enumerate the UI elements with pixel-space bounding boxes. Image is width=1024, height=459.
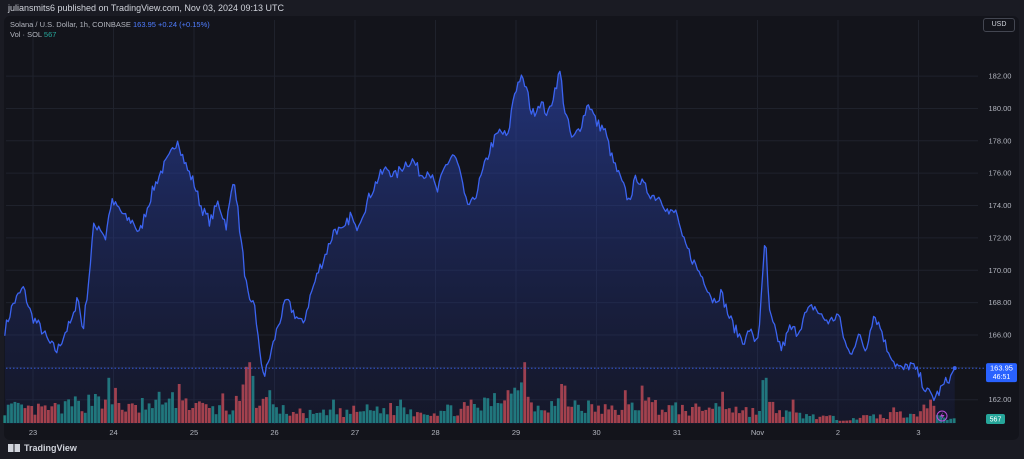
volume-row: Vol · SOL 567 bbox=[10, 30, 210, 40]
time-tick-label: 31 bbox=[673, 428, 681, 437]
time-tick-label: 24 bbox=[109, 428, 117, 437]
price-tick-label: 172.00 bbox=[989, 233, 1012, 242]
volume-value: 567 bbox=[43, 30, 57, 39]
price-tick-label: 168.00 bbox=[989, 298, 1012, 307]
last-price-badge bbox=[986, 363, 1017, 383]
time-tick-label: 29 bbox=[512, 428, 520, 437]
time-tick-label: 30 bbox=[592, 428, 600, 437]
chart-legend[interactable]: Solana / U.S. Dollar, 1h, COINBASE 163.9… bbox=[10, 20, 210, 40]
volume-label: Vol · SOL bbox=[10, 30, 42, 39]
symbol-label: Solana / U.S. Dollar, 1h, COINBASE bbox=[10, 20, 131, 29]
price-area bbox=[4, 70, 956, 425]
volume-last-label: 567 bbox=[990, 417, 1002, 424]
price-tick-label: 162.00 bbox=[989, 395, 1012, 404]
tradingview-logo[interactable]: TradingView bbox=[8, 443, 77, 453]
time-tick-label: Nov bbox=[751, 428, 765, 437]
time-tick-label: 27 bbox=[351, 428, 359, 437]
last-price-label: 163.95 bbox=[990, 364, 1013, 373]
price-tick-label: 170.00 bbox=[989, 266, 1012, 275]
lightning-icon bbox=[936, 410, 948, 422]
time-tick-label: 23 bbox=[29, 428, 37, 437]
legend-price: 163.95 bbox=[132, 20, 156, 29]
price-line bbox=[4, 70, 956, 402]
footer bbox=[0, 440, 1024, 459]
publish-info: juliansmits6 published on TradingView.co… bbox=[8, 3, 284, 13]
tradingview-logo-icon bbox=[8, 444, 20, 452]
price-tick-label: 174.00 bbox=[989, 201, 1012, 210]
price-tick-label: 182.00 bbox=[989, 72, 1012, 81]
volume-last-badge bbox=[986, 414, 1005, 424]
time-tick-label: 3 bbox=[916, 428, 920, 437]
currency-button[interactable]: USD bbox=[983, 18, 1015, 32]
tradingview-logo-text: TradingView bbox=[24, 443, 77, 453]
time-tick-label: 2 bbox=[836, 428, 840, 437]
legend-change: +0.24 (+0.15%) bbox=[158, 20, 210, 29]
last-price-dot bbox=[952, 366, 957, 371]
countdown-label: 46:51 bbox=[993, 374, 1011, 381]
price-tick-label: 176.00 bbox=[989, 169, 1012, 178]
symbol-row: Solana / U.S. Dollar, 1h, COINBASE 163.9… bbox=[10, 20, 210, 30]
price-tick-label: 166.00 bbox=[989, 330, 1012, 339]
price-axis[interactable]: 182.00 180.00 178.00 176.00 174.00 172.00 170.… bbox=[986, 72, 1017, 424]
time-tick-label: 25 bbox=[190, 428, 198, 437]
last-price-line bbox=[6, 366, 985, 371]
price-tick-label: 178.00 bbox=[989, 136, 1012, 145]
price-area-fill bbox=[4, 71, 955, 425]
markers bbox=[936, 410, 948, 422]
time-tick-label: 26 bbox=[270, 428, 278, 437]
time-tick-label: 28 bbox=[431, 428, 439, 437]
lightning-bolt-icon bbox=[940, 412, 945, 420]
time-axis[interactable]: 23 24 25 26 27 28 29 30 31 Nov 2 3 bbox=[29, 428, 921, 437]
price-tick-label: 180.00 bbox=[989, 104, 1012, 113]
